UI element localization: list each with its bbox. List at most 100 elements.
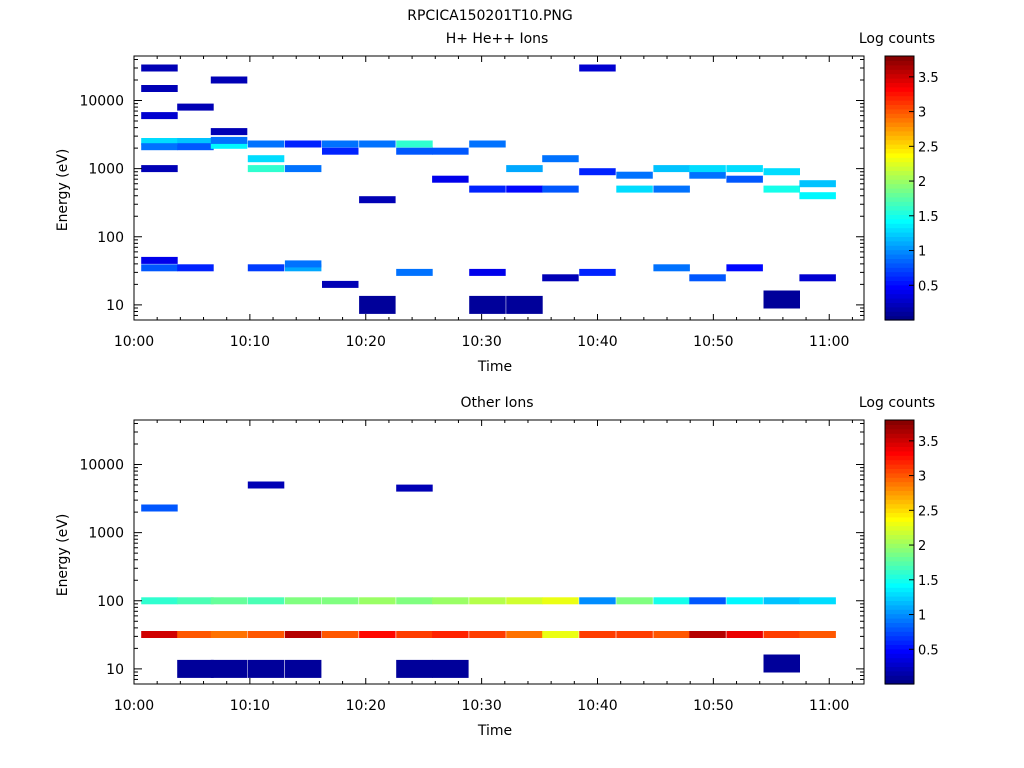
colorbar-segment [885, 126, 914, 132]
colorbar-segment [885, 450, 914, 456]
colorbar-segment [885, 130, 914, 136]
heatmap-cell [396, 597, 433, 605]
heatmap-cell [799, 274, 836, 282]
colorbar-segment [885, 113, 914, 119]
colorbar-hplus: 0.5 1 1.5 2 2.5 3 3.5 [884, 55, 939, 321]
colorbar-segment [885, 188, 914, 193]
colorbar-frame [884, 419, 915, 685]
colorbar-segment [885, 604, 914, 610]
heatmap-cell [726, 175, 763, 183]
heatmap-cell [469, 295, 506, 314]
colorbar-segment [885, 78, 914, 83]
colorbar-segment [885, 468, 914, 474]
colorbar-segment [885, 86, 914, 92]
heatmap-cell [141, 256, 178, 264]
heatmap-cell [141, 631, 178, 638]
colorbar-segment [885, 56, 914, 61]
heatmap-cell [141, 165, 178, 173]
heatmap-cell [247, 631, 285, 638]
heatmap-cell [359, 295, 396, 314]
axes-frame [133, 419, 865, 685]
heatmap-cell [247, 659, 285, 678]
y-tick-label: 10 [106, 298, 124, 314]
heatmap-cell [284, 140, 322, 148]
heatmap-cell [247, 597, 285, 605]
colorbar-segment [885, 306, 914, 312]
heatmap-cell [653, 631, 690, 638]
colorbar-segment [885, 679, 914, 685]
colorbar-segment [885, 91, 914, 97]
colorbar-segment [885, 582, 914, 588]
colorbar-segment [885, 556, 914, 562]
heatmap-cell [432, 631, 469, 638]
heatmap-cell [359, 196, 396, 204]
heatmap-cell [141, 264, 178, 272]
colorbar-tick-label: 3.5 [918, 435, 939, 450]
heatmap-cell [689, 165, 726, 173]
y-axis-label-other: Energy (eV) [55, 514, 71, 597]
heatmap-cell [284, 659, 322, 678]
heatmap-cell [506, 631, 543, 638]
colorbar-segment [885, 648, 914, 654]
heatmap-cell [396, 140, 433, 148]
colorbar-other: 0.5 1 1.5 2 2.5 3 3.5 [884, 419, 939, 685]
colorbar-segment [885, 69, 914, 75]
heatmap-cell [653, 264, 690, 272]
heatmap-cell [141, 143, 178, 151]
colorbar-segment [885, 552, 914, 557]
heatmap-cell [247, 165, 285, 173]
colorbar-segment [885, 508, 914, 513]
panel-other: Other Ions Log counts 10:00 10:10 10:20 10:… [55, 395, 939, 739]
colorbar-segment [885, 675, 914, 681]
axes-frame [133, 55, 865, 321]
colorbar-segment [885, 205, 914, 211]
x-tick-label: 10:40 [577, 334, 617, 350]
heatmap-cell [359, 140, 396, 148]
heatmap-cell [322, 140, 359, 148]
x-tick-label: 10:20 [346, 334, 386, 350]
heatmap-cell [141, 112, 178, 120]
colorbar-segment [885, 569, 914, 575]
colorbar-segment [885, 662, 914, 667]
y-tick-label: 10 [106, 662, 124, 678]
heatmap-cell [579, 268, 616, 276]
heatmap-cell [177, 103, 214, 111]
heatmap-cell [579, 597, 616, 605]
colorbar-segment [885, 486, 914, 491]
colorbar-segment [885, 596, 914, 601]
colorbar-segment [885, 280, 914, 286]
colorbar-segment [885, 538, 914, 544]
y-tick-label: 1000 [88, 526, 124, 542]
x-axis-label-hplus: Time [477, 359, 512, 375]
x-tick-label: 10:40 [577, 698, 617, 714]
colorbar-segment [885, 516, 914, 522]
colorbar-segment [885, 152, 914, 158]
colorbar-segment [885, 631, 914, 637]
heatmap-cell [469, 597, 506, 605]
colorbar-segment [885, 293, 914, 299]
y-tick-label: 100 [97, 594, 124, 610]
colorbar-segment [885, 472, 914, 478]
heatmap-cell [469, 631, 506, 638]
heatmap-cell [689, 597, 726, 605]
colorbar-frame [884, 55, 915, 321]
heatmap-cell [396, 659, 433, 678]
colorbar-segment [885, 525, 914, 531]
heatmap-cell [799, 192, 836, 200]
colorbar-segment [885, 262, 914, 268]
heatmap-cell [141, 597, 178, 605]
colorbar-segment [885, 227, 914, 233]
colorbar-label-other: Log counts [859, 395, 935, 411]
heatmap-cell [579, 64, 616, 72]
colorbar-segment [885, 459, 914, 465]
colorbar-segment [885, 157, 914, 163]
heatmap-cell [799, 597, 836, 605]
colorbar-segment [885, 578, 914, 584]
heatmap-cell [177, 264, 214, 272]
colorbar-segment [885, 433, 914, 439]
colorbar-segment [885, 420, 914, 425]
colorbar-segment [885, 587, 914, 593]
heatmap-cell [284, 597, 322, 605]
heatmap-cell [396, 147, 433, 155]
colorbar-segment [885, 302, 914, 308]
